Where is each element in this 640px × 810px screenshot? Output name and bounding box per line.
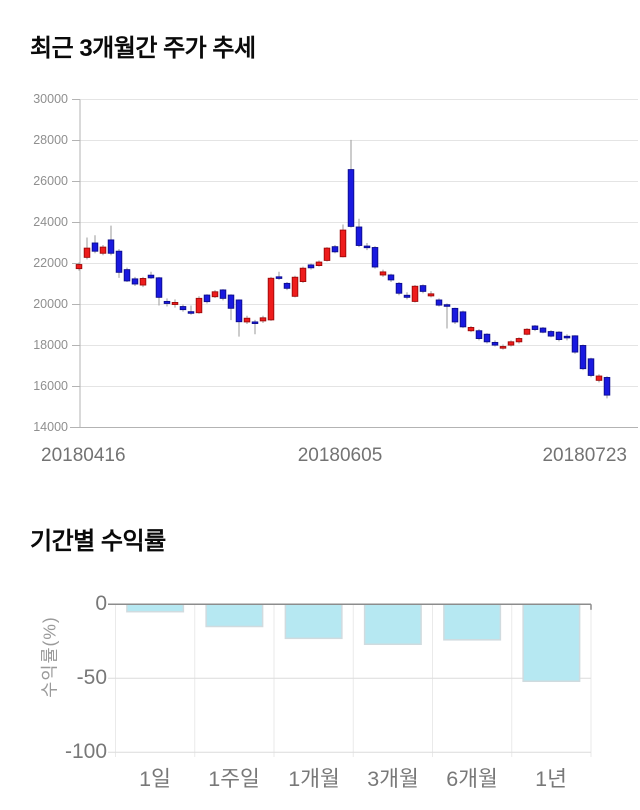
- price-ytick: 20000: [33, 297, 68, 311]
- price-ytick: 16000: [33, 379, 68, 393]
- price-ytick: 18000: [33, 338, 68, 352]
- returns-ytick: 0: [95, 592, 107, 615]
- price-ytick: 28000: [33, 133, 68, 147]
- returns-chart-title: 기간별 수익률: [30, 528, 166, 555]
- returns-ytick: -50: [76, 666, 107, 689]
- returns-category: 3개월: [367, 767, 419, 791]
- returns-ytick: -100: [64, 740, 107, 763]
- price-ytick: 22000: [33, 256, 68, 270]
- price-chart-title: 최근 3개월간 주가 추세: [30, 35, 256, 62]
- price-ytick: 24000: [33, 215, 68, 229]
- price-ytick: 26000: [33, 174, 68, 188]
- returns-category: 1주일: [208, 767, 260, 791]
- returns-category: 1개월: [288, 767, 340, 791]
- returns-category: 6개월: [446, 767, 498, 791]
- returns-category: 1년: [535, 767, 567, 791]
- price-ytick: 30000: [33, 92, 68, 106]
- price-xtick-mid: 20180605: [297, 445, 383, 466]
- price-xtick-start: 20180416: [41, 445, 126, 466]
- price-xtick-end: 20180723: [542, 445, 627, 466]
- price-ytick: 14000: [33, 420, 68, 434]
- returns-category: 1일: [139, 767, 171, 791]
